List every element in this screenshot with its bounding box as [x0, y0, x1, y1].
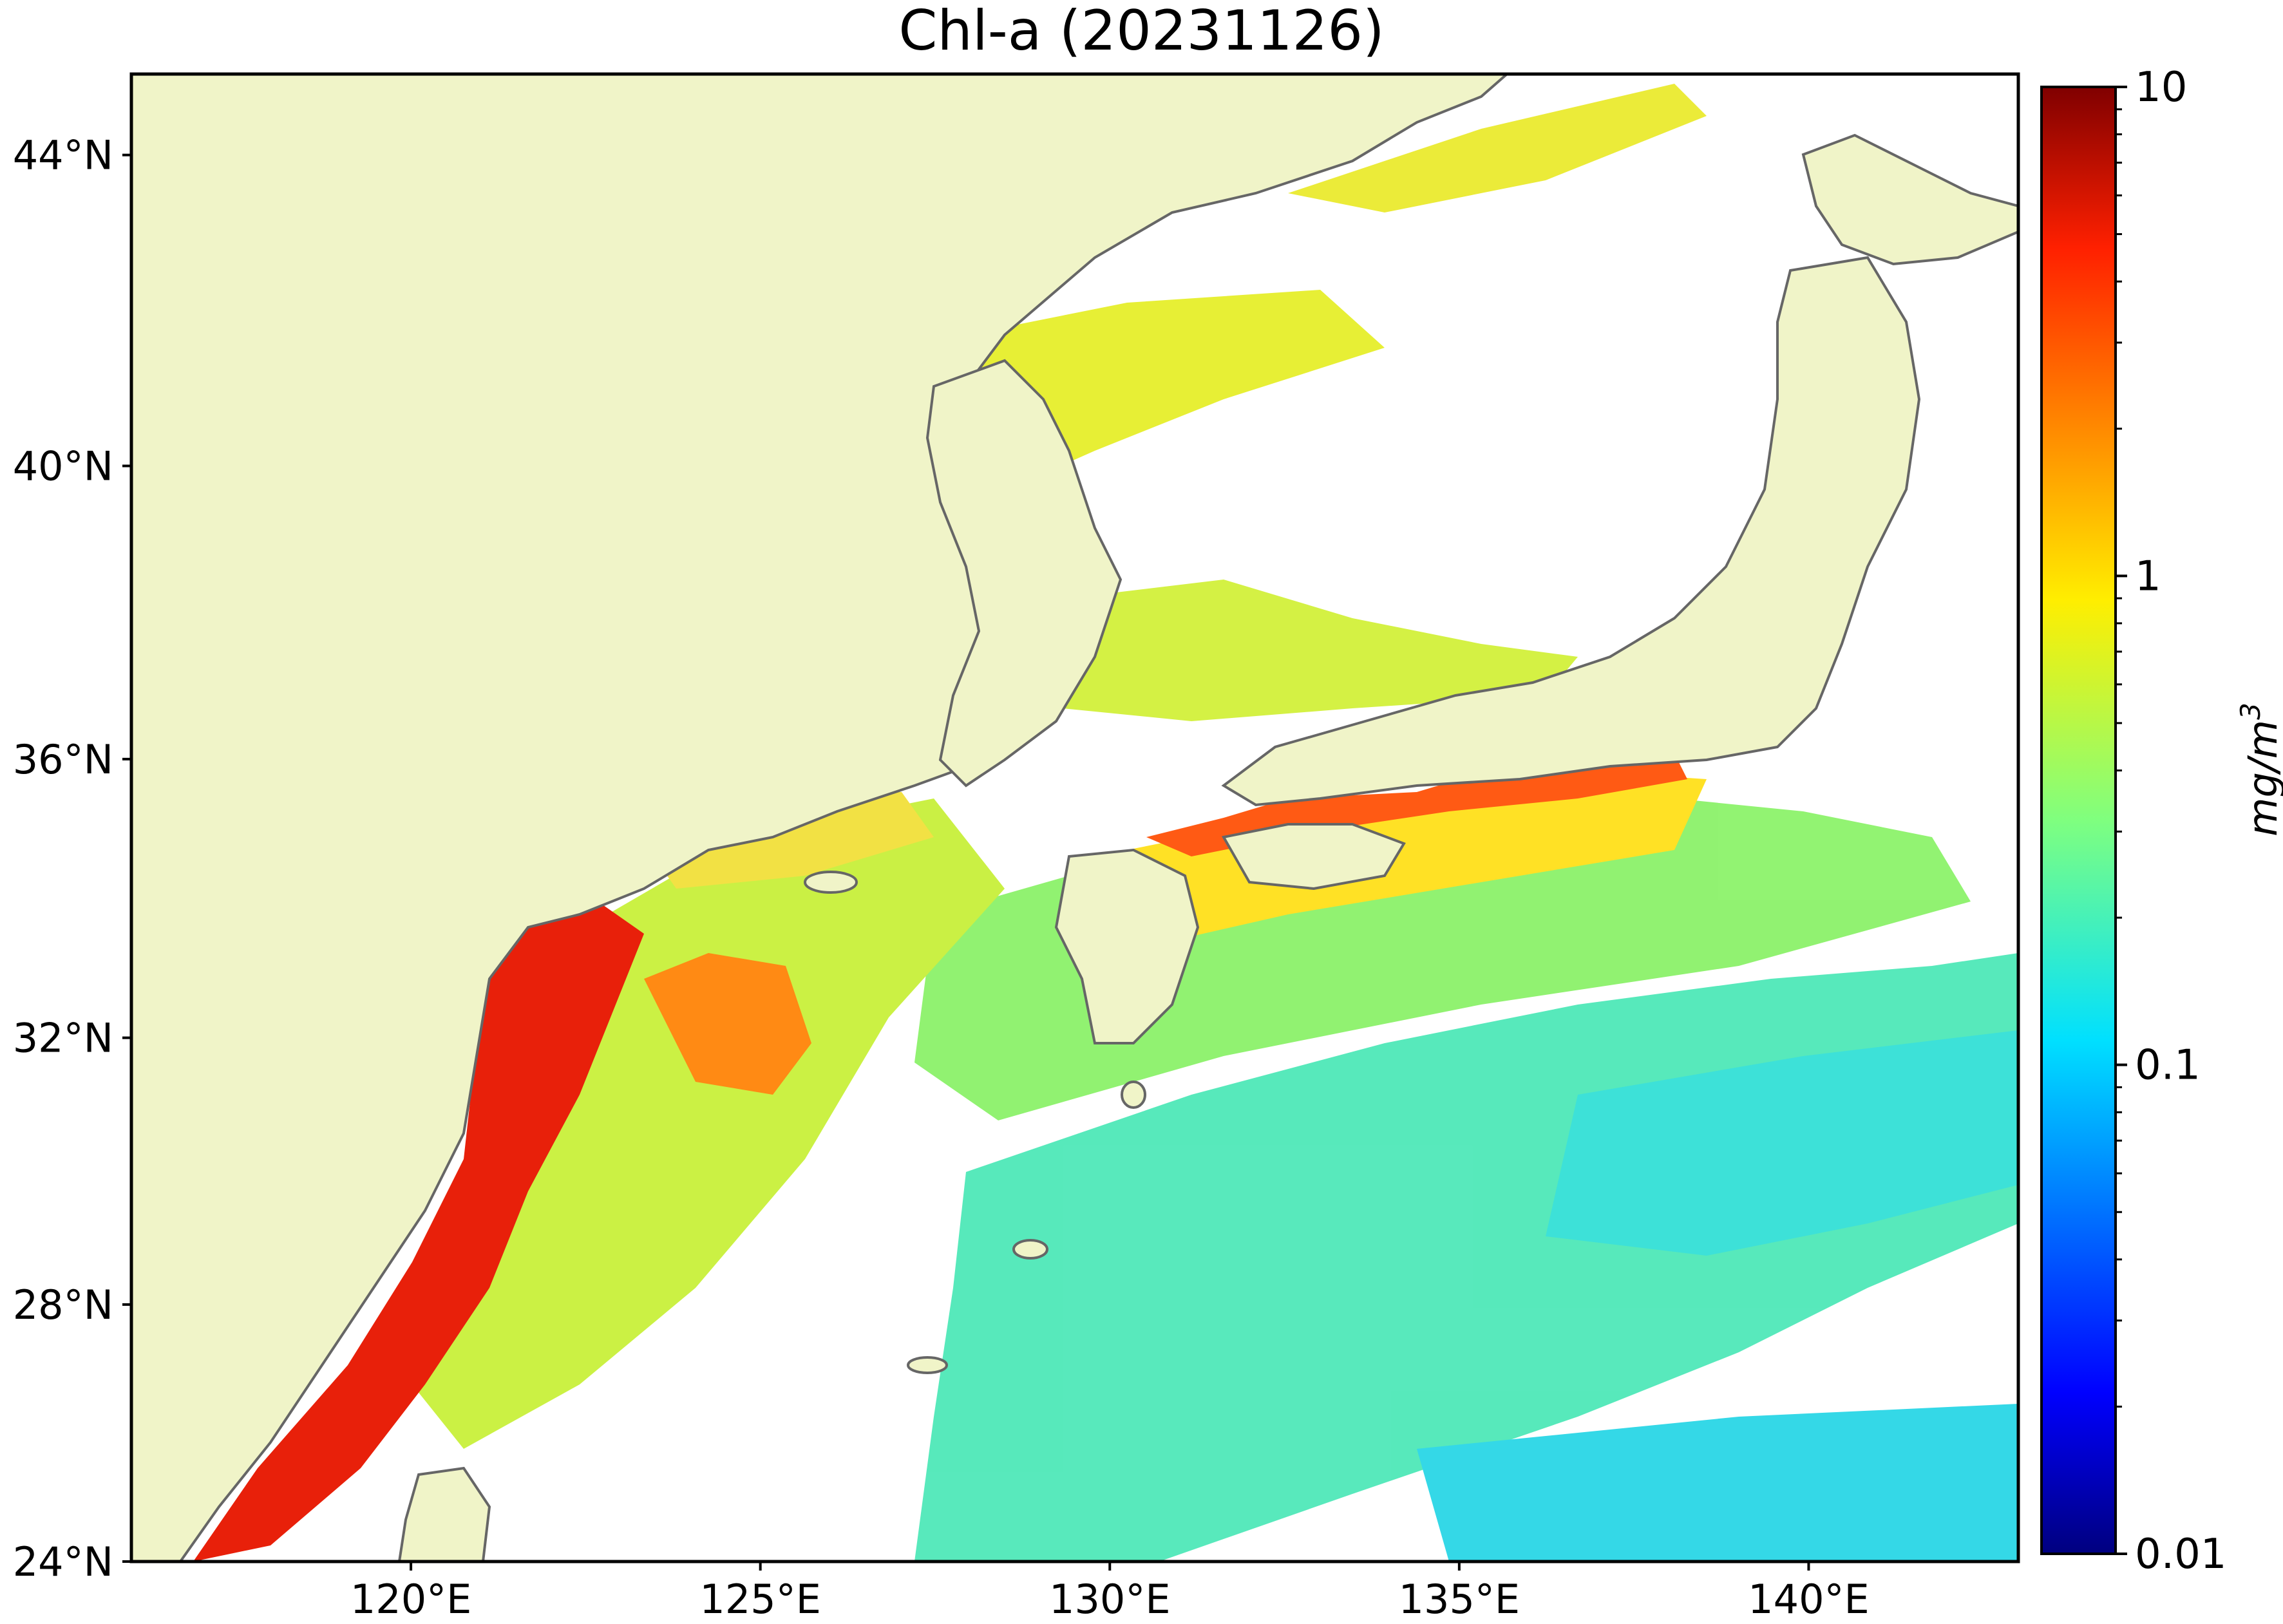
lat-axis: 24°N 28°N 32°N 36°N 40°N 44°N: [13, 132, 131, 1585]
lon-axis: 120°E 125°E 130°E 135°E 140°E: [350, 1562, 1870, 1623]
land-kyushu: [1054, 848, 1200, 1044]
lat-tick-label: 40°N: [13, 443, 113, 490]
land-layer: [131, 74, 2018, 1562]
unit-superscript: 3: [2235, 703, 2266, 720]
land-china: [131, 74, 1510, 1562]
lon-tick-label: 135°E: [1399, 1576, 1520, 1623]
lat-tick-label: 28°N: [13, 1281, 113, 1328]
chl-swath-sea-of-japan-1: [1063, 580, 1578, 721]
colorbar-tick-label: 10: [2135, 64, 2187, 111]
land-ryukyu-1: [1012, 1239, 1048, 1260]
lon-tick-label: 125°E: [699, 1576, 821, 1623]
colorbar-tick-label: 1: [2135, 552, 2161, 600]
land-jeju: [804, 871, 858, 894]
colorbar-unit-label: mg/m3: [2235, 703, 2283, 836]
colorbar-gradient: [2040, 86, 2117, 1555]
land-ryukyu-2: [907, 1356, 948, 1374]
land-korea: [925, 359, 1123, 788]
chl-bloom-orange: [644, 953, 811, 1095]
colorbar-tick-label: 0.01: [2135, 1531, 2227, 1578]
map-content: [131, 74, 2018, 1562]
lon-tick-label: 130°E: [1049, 1576, 1171, 1623]
chl-swath-north: [1288, 84, 1707, 212]
lat-tick-label: 36°N: [13, 736, 113, 783]
land-shikoku: [1221, 823, 1406, 891]
map-frame: [129, 72, 2020, 1563]
colorbar: 10 1 0.1 0.01 mg/m3: [2040, 64, 2283, 1578]
land-honshu: [1221, 256, 1921, 807]
colorbar-tick-label: 0.1: [2135, 1042, 2201, 1090]
chl-swath-far-south: [1417, 1404, 2018, 1562]
lat-tick-label: 32°N: [13, 1015, 113, 1062]
lat-tick-label: 44°N: [13, 132, 113, 179]
chl-swath-japan-south: [1127, 773, 1707, 947]
chl-bloom-yangtze: [193, 889, 644, 1562]
land-taiwan: [397, 1466, 491, 1562]
colorbar-ticks: 10 1 0.1 0.01: [2116, 64, 2227, 1578]
chl-swath-southeast: [1546, 1030, 2018, 1256]
land-ryukyu-3: [1121, 1081, 1146, 1109]
lat-tick-label: 24°N: [13, 1538, 113, 1585]
land-hokkaido: [1801, 133, 2018, 266]
unit-text: mg/m: [2239, 720, 2283, 836]
lon-tick-label: 140°E: [1748, 1576, 1870, 1623]
map-title: Chl-a (20231126): [898, 0, 1385, 63]
lon-tick-label: 120°E: [350, 1576, 472, 1623]
